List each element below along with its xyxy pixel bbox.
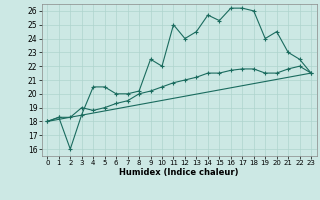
X-axis label: Humidex (Indice chaleur): Humidex (Indice chaleur) xyxy=(119,168,239,177)
